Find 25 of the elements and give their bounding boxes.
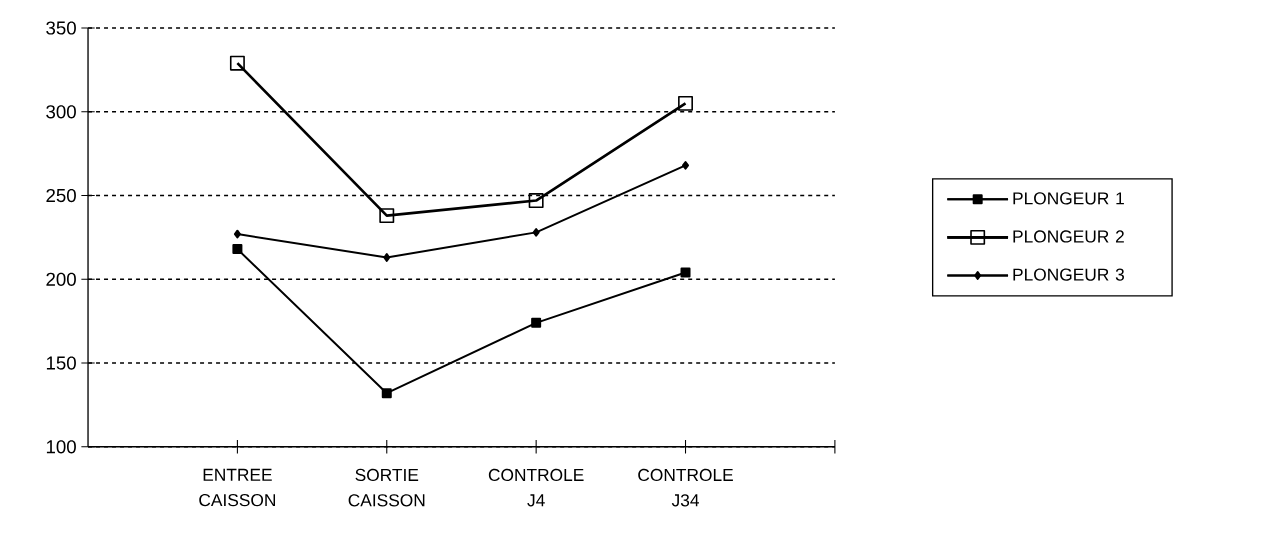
point	[682, 160, 690, 170]
point	[379, 208, 395, 224]
legend-label: PLONGEUR 2	[1013, 230, 1124, 243]
y-tick-label: 250	[46, 188, 76, 203]
point	[232, 244, 243, 255]
y-tick-label: 300	[46, 105, 76, 119]
y-tick-label: 350	[46, 21, 76, 35]
point	[229, 55, 245, 71]
point	[383, 253, 391, 262]
x-tick-label: ENTREE CAISSON	[199, 468, 276, 507]
point	[532, 227, 540, 237]
point	[678, 95, 693, 111]
point	[531, 317, 542, 328]
y-tick-label: 100	[46, 440, 76, 454]
legend-label: PLONGEUR 3	[1013, 268, 1124, 281]
point	[233, 229, 241, 239]
x-tick-label: CONTROLE J34	[638, 468, 733, 507]
point	[381, 388, 392, 399]
y-tick-label: 150	[46, 356, 76, 370]
point	[528, 193, 544, 208]
y-tick-label: 200	[46, 272, 76, 286]
x-tick-label: SORTIE CAISSON	[348, 468, 425, 507]
x-tick-label: CONTROLE J4	[488, 468, 584, 507]
legend-label: PLONGEUR 1	[1013, 192, 1124, 205]
point	[680, 267, 691, 278]
